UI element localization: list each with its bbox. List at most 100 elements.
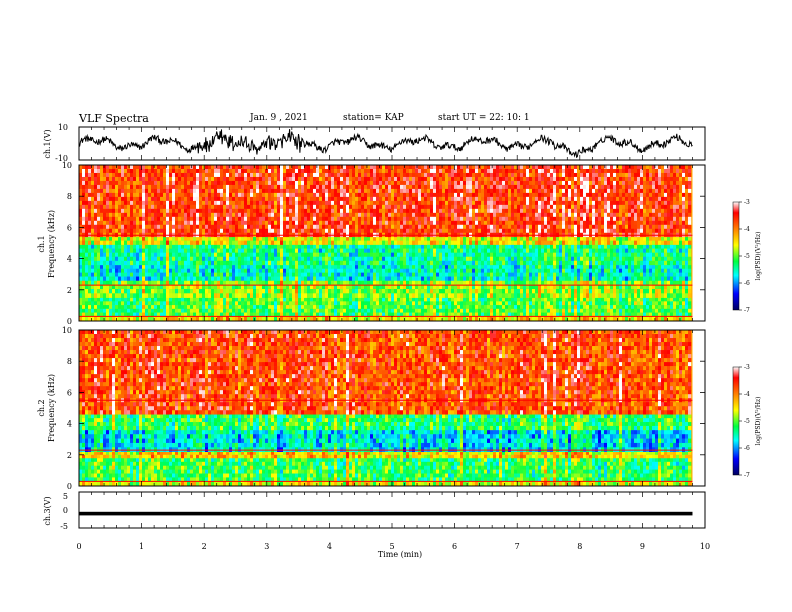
psd-cell bbox=[466, 284, 470, 290]
psd-cell bbox=[418, 248, 422, 253]
psd-cell bbox=[550, 236, 554, 241]
psd-cell bbox=[196, 236, 200, 241]
psd-cell bbox=[682, 289, 686, 294]
psd-cell bbox=[634, 276, 638, 281]
psd-cell bbox=[361, 264, 365, 270]
psd-cell bbox=[556, 268, 560, 273]
psd-cell bbox=[601, 276, 605, 281]
psd-cell bbox=[97, 280, 101, 286]
psd-cell bbox=[430, 260, 434, 266]
psd-cell bbox=[307, 256, 311, 262]
psd-cell bbox=[412, 244, 416, 249]
psd-cell bbox=[661, 305, 665, 310]
psd-cell bbox=[589, 272, 593, 277]
psd-cell bbox=[103, 212, 107, 218]
psd-cell bbox=[334, 248, 338, 253]
psd-cell bbox=[262, 276, 266, 281]
psd-cell bbox=[157, 252, 161, 258]
psd-cell bbox=[148, 196, 152, 202]
psd-cell bbox=[313, 284, 317, 290]
psd-cell bbox=[175, 236, 179, 241]
psd-cell bbox=[622, 280, 626, 286]
psd-cell bbox=[142, 256, 146, 262]
psd-cell bbox=[496, 268, 500, 273]
psd-cell bbox=[430, 268, 434, 273]
psd-cell bbox=[538, 240, 542, 245]
psd-cell bbox=[394, 297, 398, 302]
psd-cell bbox=[169, 165, 173, 170]
psd-cell bbox=[466, 240, 470, 245]
psd-cell bbox=[202, 264, 206, 270]
psd-cell bbox=[124, 272, 128, 277]
psd-cell bbox=[124, 305, 128, 310]
psd-cell bbox=[172, 260, 176, 266]
psd-cell bbox=[427, 301, 431, 306]
psd-cell bbox=[121, 204, 125, 210]
psd-cell bbox=[577, 293, 581, 298]
psd-cell bbox=[256, 276, 260, 281]
psd-cell bbox=[478, 244, 482, 249]
psd-cell bbox=[457, 256, 461, 262]
psd-cell bbox=[487, 268, 491, 273]
psd-cell bbox=[472, 260, 476, 266]
psd-cell bbox=[166, 272, 170, 277]
psd-cell bbox=[148, 268, 152, 273]
psd-cell bbox=[130, 188, 134, 194]
psd-cell bbox=[454, 240, 458, 245]
psd-cell bbox=[130, 200, 134, 206]
psd-cell bbox=[304, 248, 308, 253]
psd-cell bbox=[430, 316, 434, 322]
psd-cell bbox=[88, 220, 92, 226]
psd-cell bbox=[541, 260, 545, 266]
psd-cell bbox=[442, 260, 446, 266]
psd-cell bbox=[370, 256, 374, 262]
psd-cell bbox=[79, 308, 83, 313]
psd-cell bbox=[337, 248, 341, 253]
psd-cell bbox=[601, 256, 605, 262]
psd-cell bbox=[424, 297, 428, 302]
psd-cell bbox=[349, 256, 353, 262]
psd-cell bbox=[457, 312, 461, 317]
psd-cell bbox=[190, 289, 194, 294]
psd-cell bbox=[217, 308, 221, 313]
psd-cell bbox=[382, 248, 386, 253]
psd-cell bbox=[673, 276, 677, 281]
psd-cell bbox=[439, 312, 443, 317]
psd-cell bbox=[631, 284, 635, 290]
psd-cell bbox=[562, 276, 566, 281]
psd-cell bbox=[211, 252, 215, 258]
psd-cell bbox=[277, 272, 281, 277]
psd-cell bbox=[268, 308, 272, 313]
psd-cell bbox=[355, 276, 359, 281]
psd-cell bbox=[106, 188, 110, 194]
psd-cell bbox=[571, 312, 575, 317]
psd-cell bbox=[88, 244, 92, 249]
psd-cell bbox=[124, 301, 128, 306]
psd-cell bbox=[490, 284, 494, 290]
psd-cell bbox=[100, 188, 104, 194]
psd-cell bbox=[322, 240, 326, 245]
psd-cell bbox=[307, 276, 311, 281]
psd-cell bbox=[100, 236, 104, 241]
psd-cell bbox=[406, 276, 410, 281]
psd-cell bbox=[448, 272, 452, 277]
psd-cell bbox=[454, 305, 458, 310]
psd-cell bbox=[472, 305, 476, 310]
psd-cell bbox=[637, 301, 641, 306]
psd-cell bbox=[220, 264, 224, 270]
psd-cell bbox=[661, 289, 665, 294]
psd-cell bbox=[343, 316, 347, 322]
psd-cell bbox=[109, 252, 113, 258]
psd-cell bbox=[232, 272, 236, 277]
psd-cell bbox=[565, 272, 569, 277]
psd-cell bbox=[472, 280, 476, 286]
psd-cell bbox=[313, 264, 317, 270]
psd-cell bbox=[118, 268, 122, 273]
psd-cell bbox=[283, 260, 287, 266]
psd-cell bbox=[301, 240, 305, 245]
psd-cell bbox=[493, 264, 497, 270]
psd-cell bbox=[676, 248, 680, 253]
psd-cell bbox=[337, 289, 341, 294]
psd-cell bbox=[568, 312, 572, 317]
psd-cell bbox=[505, 264, 509, 270]
